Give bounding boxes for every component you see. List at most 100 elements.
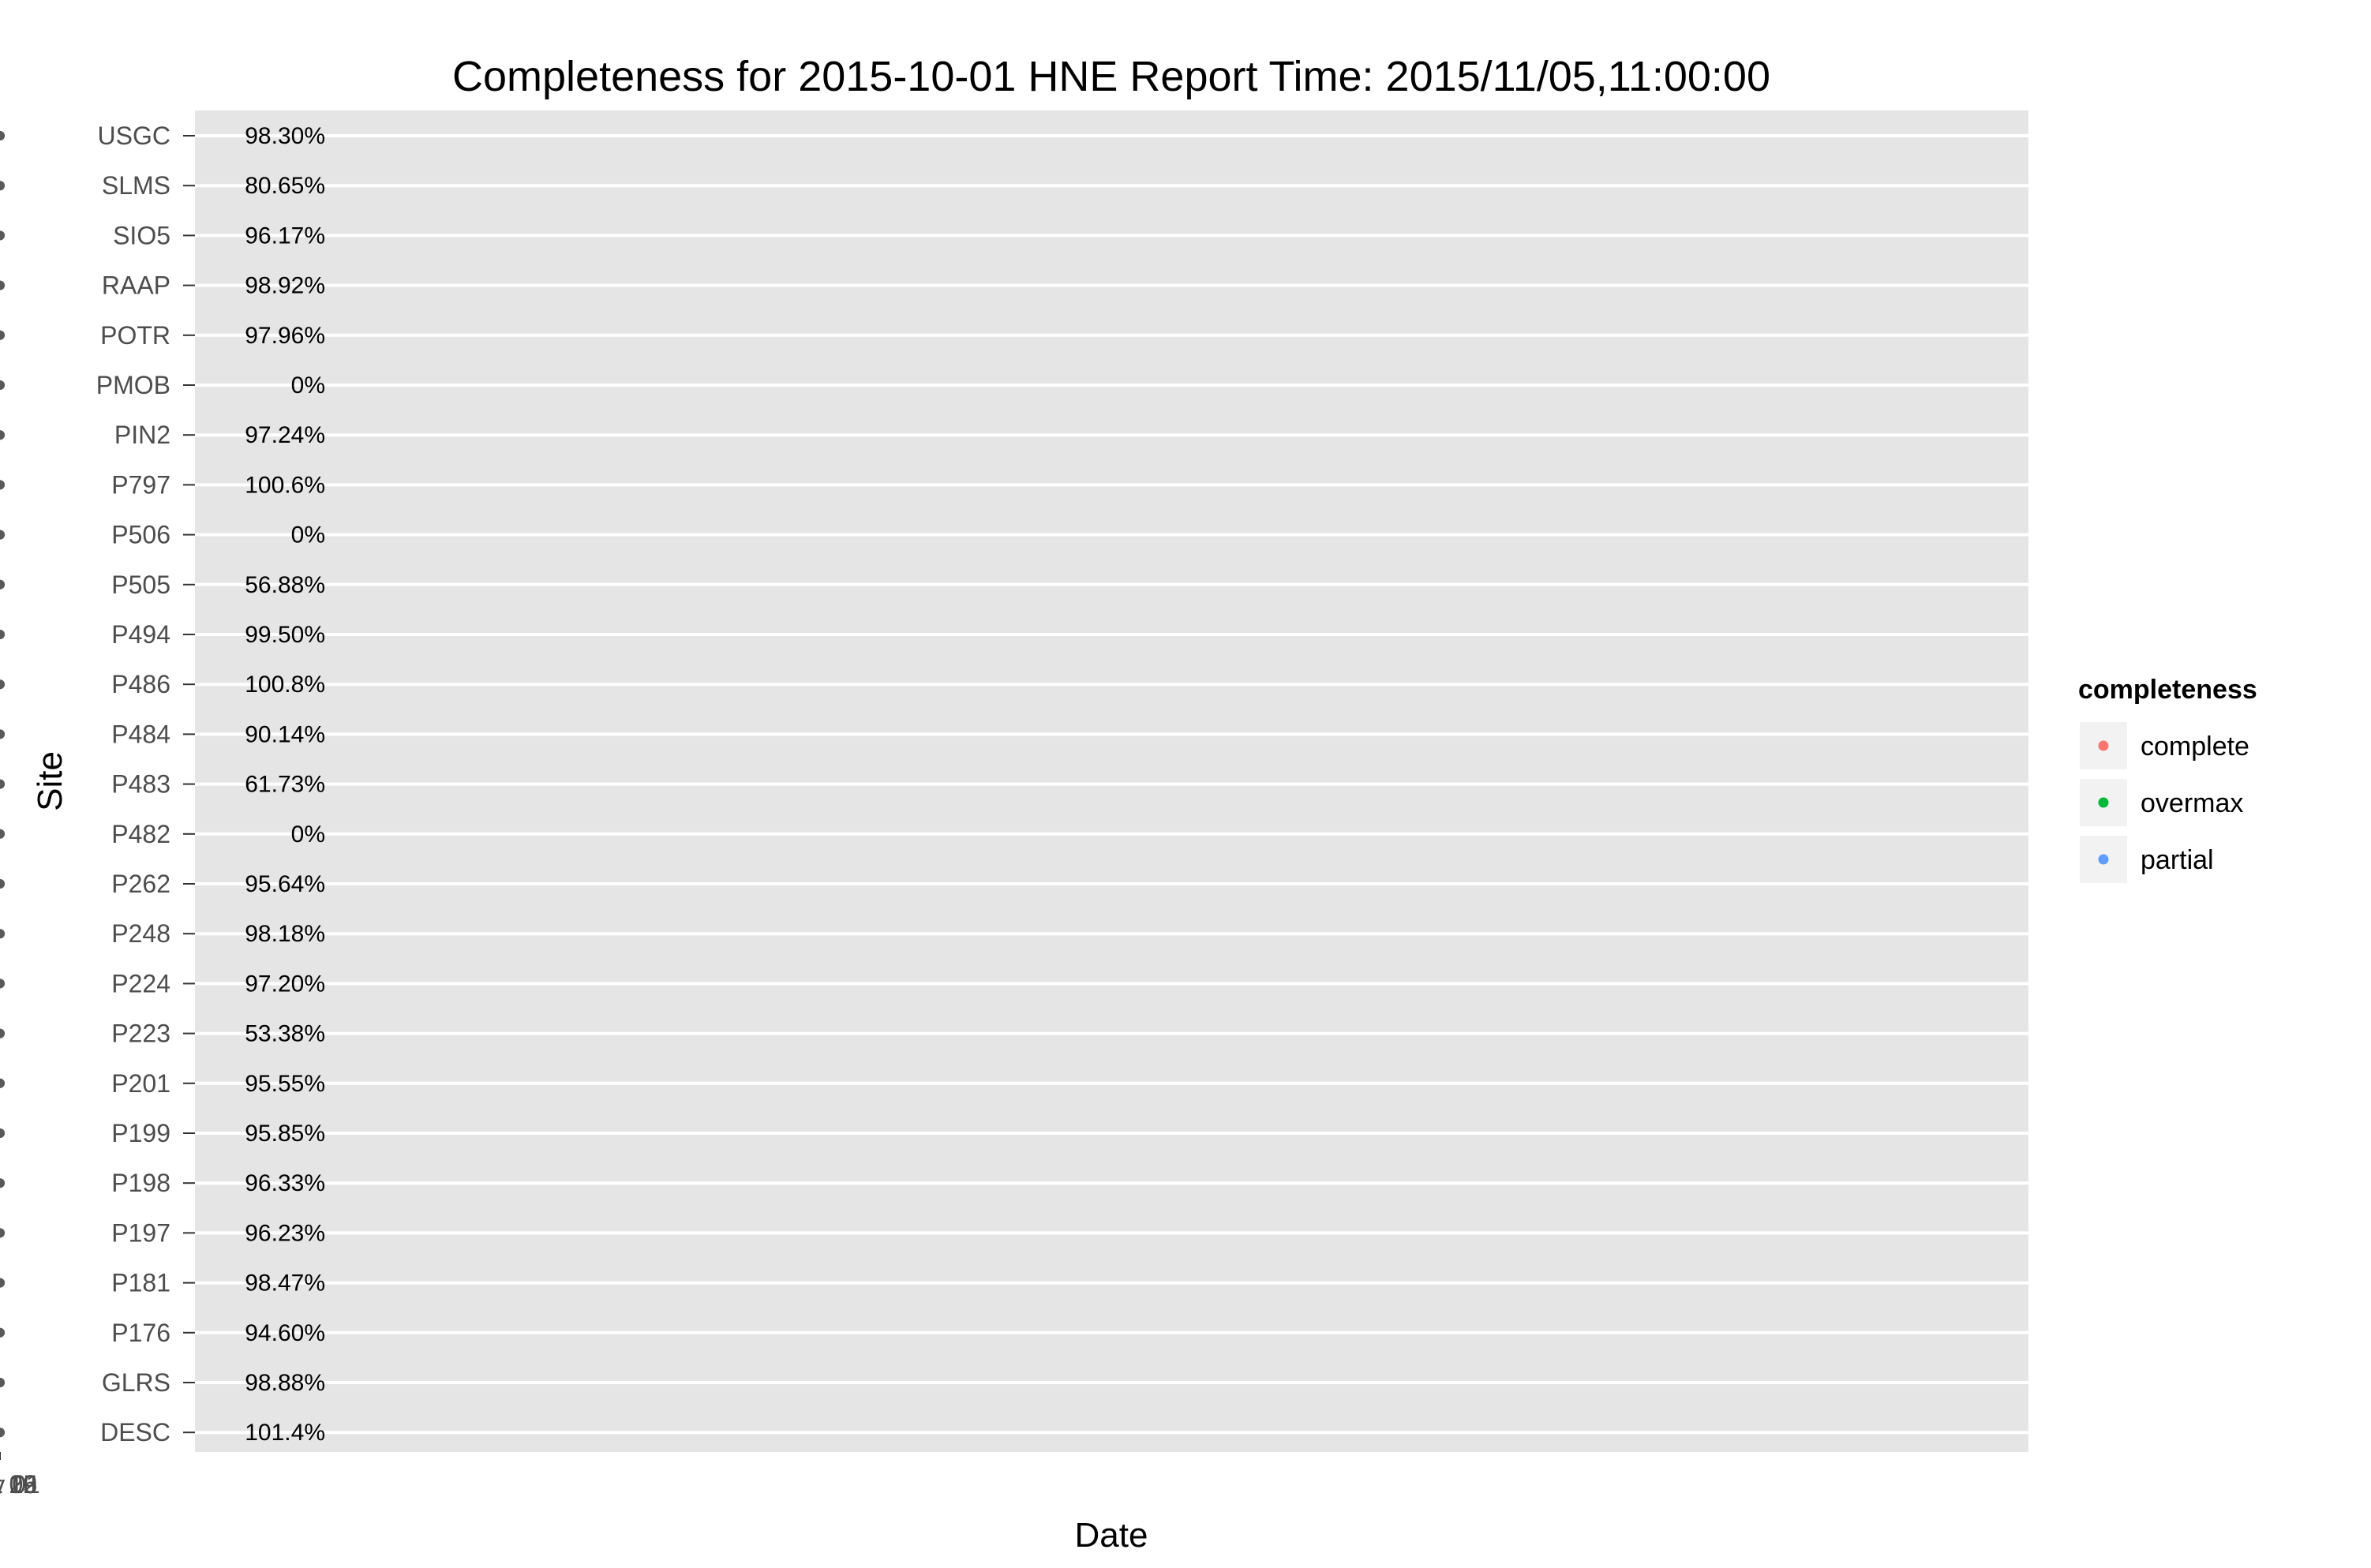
grid	[0, 110, 2028, 1452]
completeness-percent: 98.88%	[245, 1370, 325, 1396]
end-marker	[0, 729, 5, 739]
end-marker	[0, 230, 5, 241]
chart-title: Completeness for 2015-10-01 HNE Report T…	[452, 53, 1770, 100]
site-label: SLMS	[102, 171, 170, 200]
end-marker	[0, 879, 5, 889]
site-row	[0, 480, 5, 490]
site-label: P248	[111, 919, 170, 948]
site-label: PMOB	[96, 371, 170, 399]
completeness-percent: 95.85%	[245, 1121, 325, 1147]
completeness-percent: 0%	[291, 522, 325, 548]
site-row	[0, 729, 5, 739]
completeness-percent: 90.14%	[245, 721, 325, 747]
x-axis-title: Date	[1075, 1516, 1148, 1555]
legend-complete-marker	[2098, 740, 2109, 751]
completeness-percent: 98.18%	[245, 921, 325, 947]
end-marker	[0, 779, 5, 789]
site-row	[0, 1278, 5, 1288]
legend-partial-marker	[2098, 854, 2109, 865]
site-row	[0, 380, 5, 390]
end-marker	[0, 579, 5, 589]
x-tick-label: Oct 05	[0, 1470, 37, 1499]
site-row	[0, 1428, 5, 1438]
site-row	[0, 679, 5, 690]
site-label: P494	[111, 620, 170, 649]
end-marker	[0, 380, 5, 390]
site-label: PIN2	[114, 421, 170, 449]
site-row	[0, 829, 5, 839]
site-row	[0, 630, 5, 639]
x-axis-labels: Oct 05Oct 12Oct 19Oct 26Nov 01	[0, 1452, 40, 1499]
completeness-percent: 98.47%	[245, 1270, 325, 1297]
site-row	[0, 430, 5, 440]
site-row	[0, 1178, 5, 1188]
site-row	[0, 230, 5, 241]
end-marker	[0, 679, 5, 690]
site-label: P486	[111, 670, 170, 698]
completeness-percent: 80.65%	[245, 173, 325, 199]
site-row	[0, 979, 5, 989]
completeness-percent: 101.4%	[245, 1420, 325, 1446]
completeness-percent: 97.24%	[245, 422, 325, 448]
site-row	[0, 1327, 5, 1338]
site-row	[0, 181, 5, 191]
completeness-percent: 56.88%	[245, 572, 325, 598]
site-row	[0, 779, 5, 789]
legend-overmax-label: overmax	[2141, 788, 2243, 818]
site-label: DESC	[100, 1418, 170, 1446]
y-axis-title: Site	[31, 751, 69, 811]
plot-panel	[195, 110, 2028, 1452]
end-marker	[0, 530, 5, 540]
x-tick-label: Oct 26	[0, 1470, 37, 1499]
completeness-percent: 53.38%	[245, 1021, 325, 1047]
end-marker	[0, 1378, 5, 1387]
site-label: P262	[111, 870, 170, 898]
end-marker	[0, 929, 5, 939]
site-label: P506	[111, 521, 170, 549]
site-label: P797	[111, 470, 170, 499]
site-label: P223	[111, 1020, 170, 1048]
site-label: POTR	[100, 321, 170, 350]
end-marker	[0, 430, 5, 440]
end-marker	[0, 181, 5, 191]
site-row	[0, 929, 5, 939]
end-marker	[0, 1228, 5, 1238]
end-marker	[0, 480, 5, 490]
completeness-percent: 99.50%	[245, 622, 325, 648]
site-row	[0, 530, 5, 540]
site-label: SIO5	[113, 221, 170, 249]
site-row	[0, 1028, 5, 1038]
site-row	[0, 1078, 5, 1088]
end-marker	[0, 829, 5, 839]
completeness-percent: 96.17%	[245, 223, 325, 249]
end-marker	[0, 1327, 5, 1338]
y-axis-labels: USGC SLMS SIO5 RAAP POTR PMOB PIN2 P797 P506 P505…	[96, 122, 195, 1446]
site-row	[0, 579, 5, 589]
completeness-percent: 61.73%	[245, 772, 325, 798]
site-label: P224	[111, 969, 170, 997]
site-label: GLRS	[102, 1368, 170, 1397]
legend-title: completeness	[2078, 675, 2257, 705]
data-rows	[0, 131, 5, 1438]
end-marker	[0, 1428, 5, 1438]
completeness-percent: 98.30%	[245, 123, 325, 149]
site-row	[0, 1128, 5, 1138]
x-tick-label: Oct 19	[0, 1470, 37, 1499]
site-row	[0, 1228, 5, 1238]
site-label: P505	[111, 571, 170, 599]
legend-complete-label: complete	[2141, 732, 2249, 762]
x-tick-label: Nov 01	[0, 1470, 40, 1499]
x-tick-label: Oct 12	[0, 1470, 37, 1499]
end-marker	[0, 330, 5, 340]
completeness-percent: 98.92%	[245, 273, 325, 299]
site-label: P484	[111, 720, 170, 748]
completeness-percentages: 98.30% 80.65% 96.17% 98.92% 97.96% 0% 97.24% 10…	[245, 123, 325, 1446]
end-marker	[0, 280, 5, 290]
end-marker	[0, 1028, 5, 1038]
site-label: RAAP	[102, 271, 170, 300]
end-marker	[0, 1178, 5, 1188]
completeness-percent: 96.23%	[245, 1220, 325, 1246]
legend: completeness complete overmax partial	[2078, 675, 2257, 883]
completeness-percent: 97.20%	[245, 971, 325, 997]
